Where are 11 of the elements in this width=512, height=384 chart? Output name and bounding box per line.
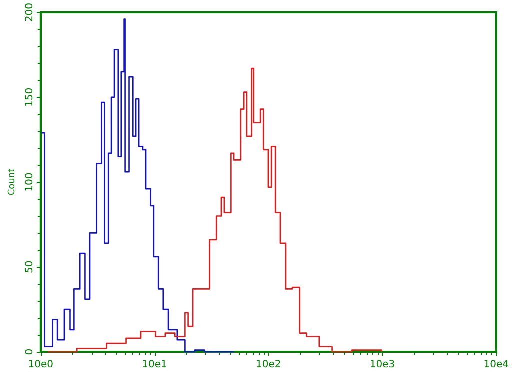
x-tick-label: 10e1 xyxy=(142,360,168,370)
y-tick-label: 0 xyxy=(24,348,36,356)
x-tick-label: 10e3 xyxy=(370,360,396,370)
x-tick-label: 10e4 xyxy=(484,360,510,370)
y-tick-label: 150 xyxy=(24,88,36,107)
y-tick-label: 200 xyxy=(24,2,36,22)
y-tick-label: 100 xyxy=(24,172,36,192)
y-axis-title: Count xyxy=(8,168,18,196)
y-tick-label: 50 xyxy=(24,260,36,274)
x-tick-label: 10e2 xyxy=(256,360,282,370)
x-tick-label: 10e0 xyxy=(28,360,54,370)
